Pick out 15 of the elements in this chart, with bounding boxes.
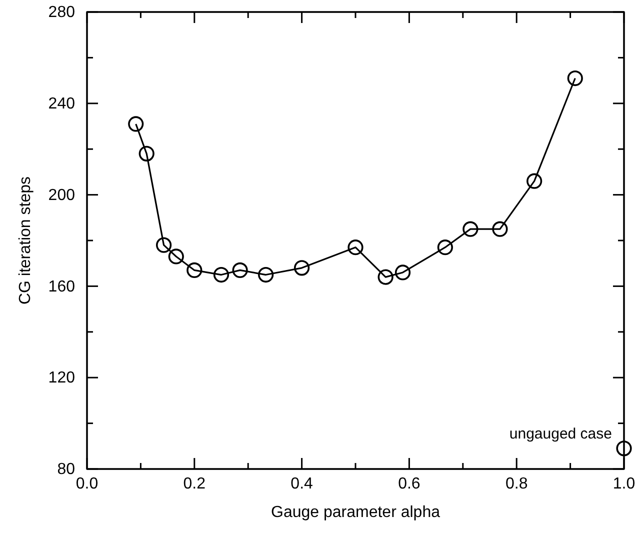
x-tick-label: 0.4 — [290, 475, 314, 492]
y-tick-label: 200 — [48, 186, 76, 204]
y-tick-label: 240 — [48, 96, 76, 113]
x-tick-label: 0.8 — [505, 475, 528, 492]
x-tick-label: 1.0 — [612, 475, 636, 492]
y-tick-label: 80 — [57, 461, 76, 478]
y-tick-label: 280 — [48, 4, 76, 22]
x-axis-title: Gauge parameter alpha — [271, 504, 440, 521]
x-tick-label: 0.6 — [398, 475, 420, 492]
y-axis-title: CG iteration steps — [17, 176, 34, 305]
annotation: ungauged case — [509, 425, 612, 442]
y-tick-label: 160 — [48, 278, 76, 296]
x-tick-label: 0.2 — [183, 475, 206, 492]
x-tick-label: 0.0 — [76, 475, 98, 492]
y-tick-label: 120 — [48, 370, 76, 387]
